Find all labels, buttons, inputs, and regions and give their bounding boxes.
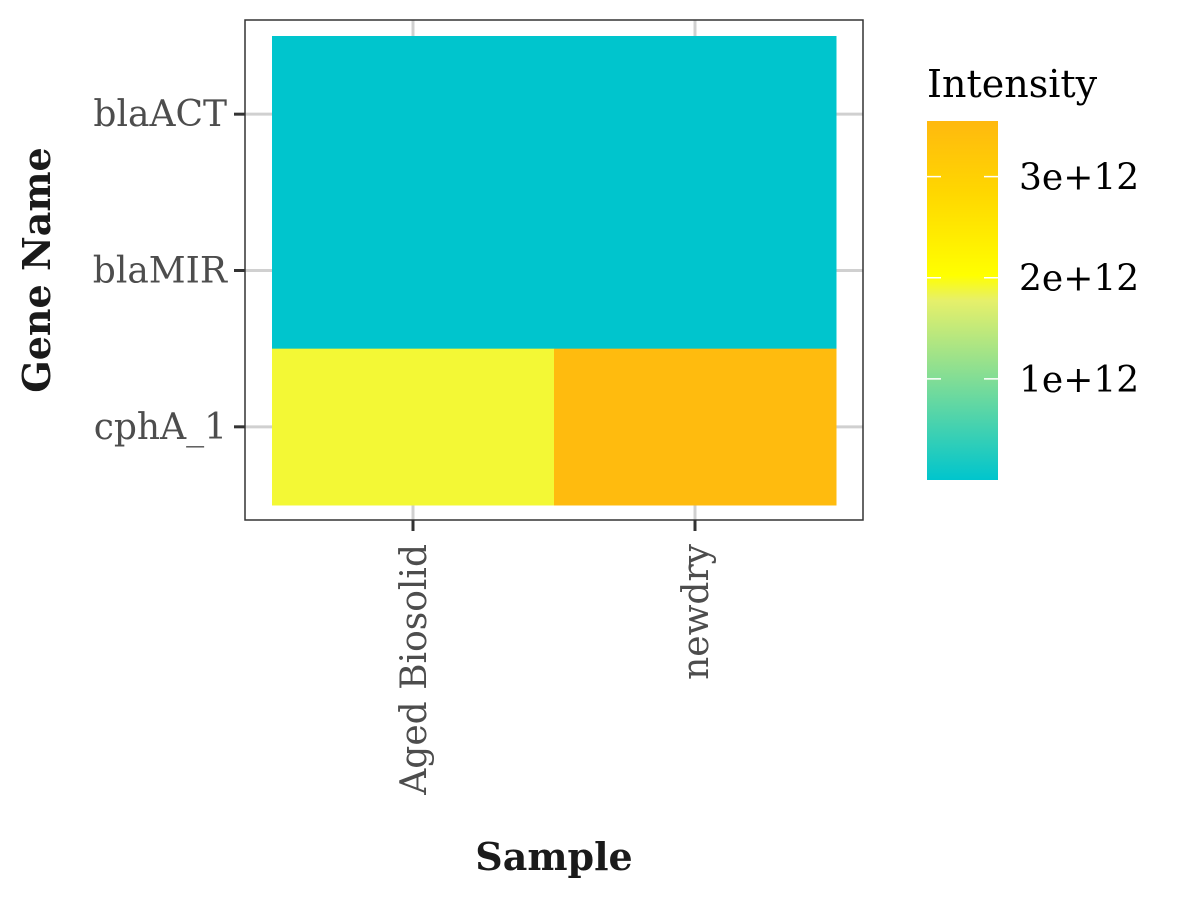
x-axis-ticks: Aged Biosolid newdry: [394, 520, 717, 796]
y-tick-label: blaMIR: [93, 250, 228, 291]
legend-tick-label: 2e+12: [1019, 259, 1139, 300]
y-tick-label: blaACT: [93, 94, 227, 135]
x-tick-label: newdry: [676, 543, 717, 680]
heatmap-cell: [272, 36, 555, 193]
heatmap-cell: [272, 192, 555, 350]
y-axis-title: Gene Name: [14, 147, 59, 392]
y-tick-label: cphA_1: [94, 407, 227, 448]
legend-tick-label: 3e+12: [1019, 158, 1139, 199]
heatmap-cells: [272, 36, 837, 506]
x-axis-title: Sample: [475, 834, 632, 879]
legend-tick-label: 1e+12: [1019, 360, 1139, 401]
heatmap-cell: [554, 192, 837, 350]
x-tick-label: Aged Biosolid: [394, 544, 435, 796]
legend-title: Intensity: [927, 62, 1098, 106]
heatmap-cell: [554, 36, 837, 193]
heatmap-cell: [272, 348, 555, 506]
legend-ticks: 1e+12 2e+12 3e+12: [927, 158, 1139, 401]
legend-colorbar: [927, 121, 998, 480]
heatmap-cell: [554, 348, 837, 506]
y-axis-ticks: blaACT blaMIR cphA_1: [93, 94, 245, 448]
